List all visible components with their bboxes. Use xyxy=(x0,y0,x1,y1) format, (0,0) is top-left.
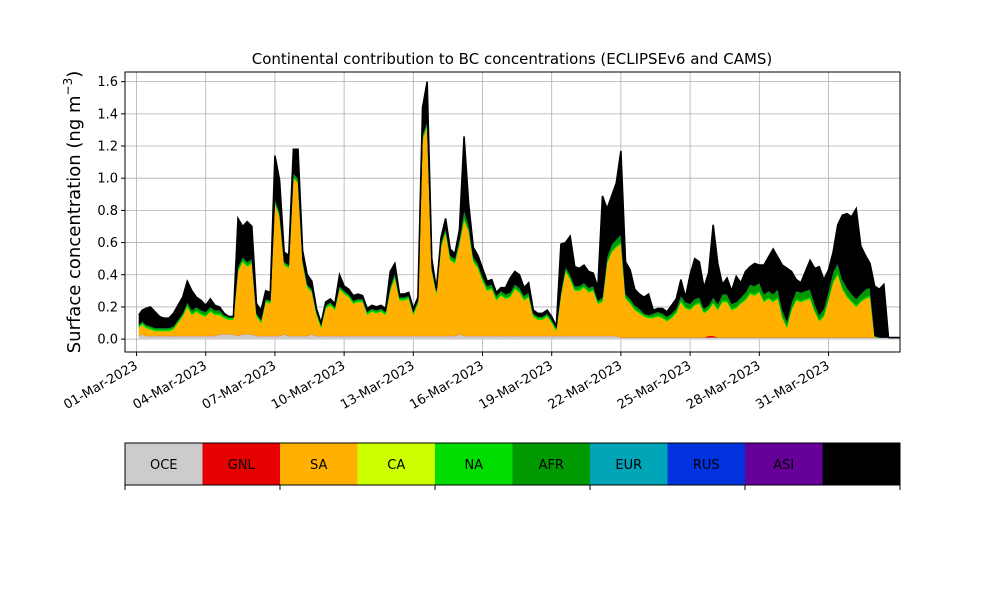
y-tick-label: 0.2 xyxy=(97,300,118,315)
legend-frame xyxy=(124,442,901,486)
y-tick-label: 1.6 xyxy=(97,75,118,90)
y-axis-label: Surface concentration (ng m−3) xyxy=(61,71,85,354)
y-tick-label: 0.0 xyxy=(97,333,118,348)
x-tick-label: 22-Mar-2023 xyxy=(546,358,625,412)
legend-label-gnl: GNL xyxy=(228,458,256,473)
x-tick-label: 19-Mar-2023 xyxy=(477,358,556,412)
total-outline xyxy=(138,81,900,339)
y-axis-label-close: ) xyxy=(64,71,85,78)
legend-label-na: NA xyxy=(464,458,483,473)
legend-swatch-sa xyxy=(280,443,358,485)
legend-swatch-rus xyxy=(667,443,745,485)
x-tick-label: 28-Mar-2023 xyxy=(684,358,763,412)
plot-frame xyxy=(124,71,901,353)
x-tick-label: 10-Mar-2023 xyxy=(269,358,348,412)
x-axis-ticks: 01-Mar-202304-Mar-202307-Mar-202310-Mar-… xyxy=(61,352,832,413)
x-tick-label: 01-Mar-2023 xyxy=(61,358,140,412)
legend-swatch-oce xyxy=(125,443,203,485)
x-tick-label: 04-Mar-2023 xyxy=(131,358,210,412)
legend-label-eur: EUR xyxy=(615,458,642,473)
legend-swatch-eur xyxy=(590,443,668,485)
legend-label-sa: SA xyxy=(310,458,327,473)
legend-label-afr: AFR xyxy=(539,458,564,473)
legend-label-asi: ASI xyxy=(773,458,794,473)
y-tick-label: 1.0 xyxy=(97,172,118,187)
x-tick-label: 07-Mar-2023 xyxy=(200,358,279,412)
legend-swatch-gnl xyxy=(202,443,280,485)
x-tick-label: 16-Mar-2023 xyxy=(407,358,486,412)
legend-label-rus: RUS xyxy=(693,458,720,473)
legend-swatch-afr xyxy=(512,443,590,485)
legend-swatch-ca xyxy=(357,443,435,485)
legend-swatch-aus xyxy=(822,443,900,485)
y-tick-label: 0.6 xyxy=(97,236,118,251)
legend-label-aus: AUS xyxy=(848,458,875,473)
y-tick-label: 1.2 xyxy=(97,140,118,155)
gridlines xyxy=(125,72,900,352)
legend-swatch-asi xyxy=(745,443,823,485)
y-tick-label: 1.4 xyxy=(97,107,118,122)
y-axis-label-sup: −3 xyxy=(61,78,75,96)
y-axis-label-main: Surface concentration (ng m xyxy=(64,95,85,353)
legend-colorbar: OCE GNL SA CA NA AFR EUR RUS ASI AUS xyxy=(124,442,901,490)
y-axis-ticks: 0.0 0.2 0.4 0.6 0.8 1.0 1.2 1.4 1.6 xyxy=(97,75,125,348)
x-tick-label: 25-Mar-2023 xyxy=(615,358,694,412)
chart-title: Continental contribution to BC concentra… xyxy=(252,50,773,68)
y-tick-label: 0.8 xyxy=(97,204,118,219)
legend-label-ca: CA xyxy=(387,458,405,473)
y-tick-label: 0.4 xyxy=(97,268,118,283)
legend-label-oce: OCE xyxy=(150,458,178,473)
x-tick-label: 31-Mar-2023 xyxy=(753,358,832,412)
legend-swatch-na xyxy=(435,443,513,485)
x-tick-label: 13-Mar-2023 xyxy=(338,358,417,412)
